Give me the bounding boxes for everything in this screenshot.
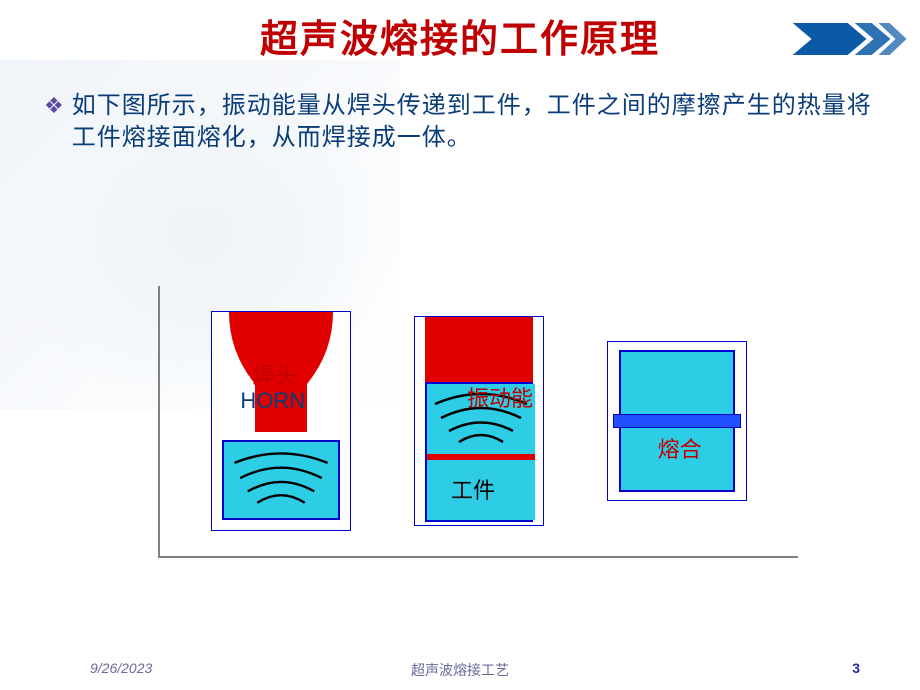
bullet-paragraph: ❖ 如下图所示，振动能量从焊头传递到工件，工件之间的摩擦产生的热量将工件熔接面熔…	[44, 90, 880, 154]
diagram-area: 焊头 HORN 振动能 工件 熔合	[158, 286, 798, 558]
label-horn-cn: 焊头	[252, 358, 296, 390]
label-horn-en: HORN	[240, 388, 305, 414]
content-area: ❖ 如下图所示，振动能量从焊头传递到工件，工件之间的摩擦产生的热量将工件熔接面熔…	[0, 70, 920, 154]
footer-date: 9/26/2023	[90, 660, 152, 676]
paragraph-text: 如下图所示，振动能量从焊头传递到工件，工件之间的摩擦产生的热量将工件熔接面熔化，…	[72, 90, 880, 154]
footer-page: 3	[852, 660, 860, 676]
panel-vibration: 振动能 工件	[414, 316, 544, 526]
bullet-icon: ❖	[44, 90, 64, 122]
panel-fusion: 熔合	[607, 341, 747, 501]
footer: 9/26/2023 超声波熔接工艺 3	[0, 660, 920, 680]
slide-title: 超声波熔接的工作原理	[260, 8, 660, 63]
arrow-decor-icon	[790, 14, 910, 64]
panel3-weld-bar	[613, 414, 741, 428]
panel-horn: 焊头 HORN	[211, 311, 351, 531]
panel2-horn-tip	[425, 317, 533, 382]
label-workpiece: 工件	[451, 473, 495, 505]
panel1-workpiece	[222, 440, 340, 520]
panel3-workpiece-top	[619, 350, 735, 414]
title-bar: 超声波熔接的工作原理	[0, 0, 920, 70]
label-fusion: 熔合	[658, 432, 702, 464]
waves-icon	[224, 442, 338, 518]
label-vibration: 振动能	[467, 381, 533, 413]
